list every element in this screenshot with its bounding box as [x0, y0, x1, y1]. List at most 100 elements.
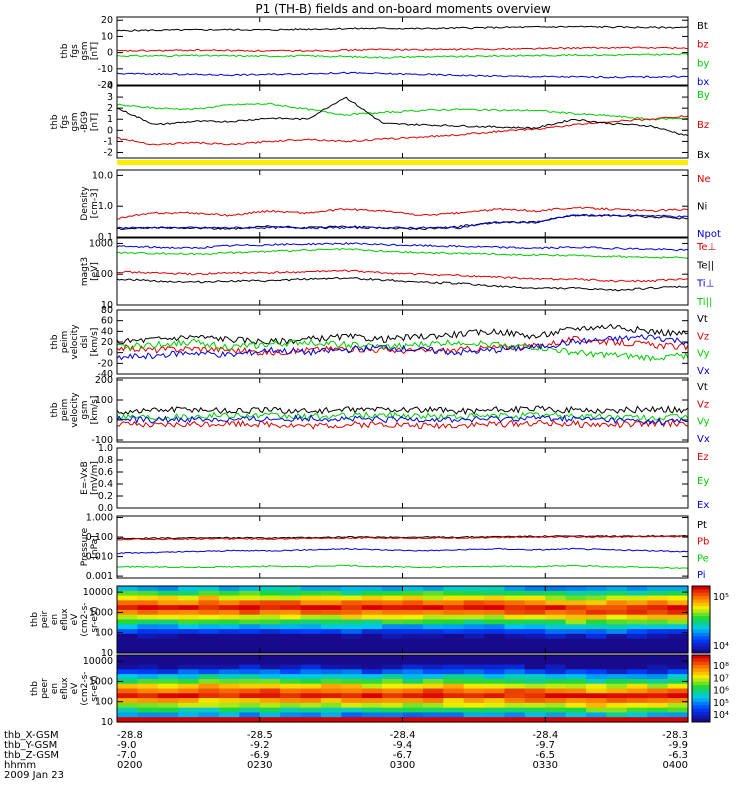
- spectrogram-cell: [239, 712, 261, 718]
- colorbar-step: [692, 675, 710, 679]
- spectrogram-cell: [606, 624, 628, 630]
- spectrogram-cell: [198, 624, 220, 630]
- colorbar-step: [692, 609, 710, 614]
- spectrogram-cell: [361, 683, 383, 690]
- spectrogram-cell: [300, 590, 322, 597]
- legend-entry: Ne: [697, 174, 711, 185]
- spectrogram-cell: [667, 624, 689, 630]
- spectrogram-cell: [218, 712, 240, 718]
- spectrogram-cell: [218, 609, 240, 616]
- series-line-Ti||: [116, 247, 689, 260]
- spectrogram-cell: [402, 664, 424, 670]
- colorbar-label: 10⁴: [713, 710, 729, 721]
- spectrogram-cell: [524, 688, 546, 694]
- colorbar-label: 10⁵: [713, 592, 729, 603]
- spectrogram-cell: [157, 669, 179, 675]
- spectrogram-cell: [198, 614, 220, 621]
- spectrogram-cell: [280, 712, 302, 718]
- spectrogram-cell: [157, 683, 179, 690]
- footer-date: 2009 Jan 23: [4, 770, 64, 781]
- series-line-by: [116, 52, 689, 59]
- spectrogram-cell: [280, 624, 302, 630]
- spectrogram-cell: [647, 712, 669, 718]
- spectrogram-cell: [606, 702, 628, 709]
- panel-frame: [116, 85, 689, 159]
- spectrogram-cell: [259, 586, 281, 592]
- panel-frame: [116, 377, 689, 443]
- spectrogram-cell: [137, 590, 159, 597]
- spectrogram-cell: [524, 638, 546, 645]
- spectrogram-cell: [565, 664, 587, 670]
- spectrogram-cell: [565, 633, 587, 640]
- spectrogram-cell: [239, 619, 261, 625]
- spectrogram-cell: [178, 717, 200, 723]
- spectrogram-cell: [586, 683, 608, 690]
- spectrogram-cell: [178, 619, 200, 625]
- spectrogram-cell: [320, 619, 342, 625]
- spectrogram-cell: [382, 605, 404, 611]
- spectrogram-cell: [504, 698, 526, 704]
- footer-value: -6.5: [535, 750, 555, 761]
- spectrogram-cell: [606, 678, 628, 685]
- spectrogram-cell: [443, 698, 465, 704]
- spectrogram-cell: [626, 674, 648, 680]
- spectrogram-cell: [137, 605, 159, 611]
- spectrogram-cell: [647, 707, 669, 714]
- spectrogram-cell: [157, 707, 179, 714]
- spectrogram-cell: [239, 659, 261, 666]
- spectrogram-cell: [586, 693, 608, 699]
- spectrogram-cell: [117, 693, 138, 699]
- spectrogram-cell: [667, 655, 689, 661]
- spectrogram-cell: [280, 707, 302, 714]
- spectrogram-cell: [361, 717, 383, 723]
- spectrogram-cell: [586, 712, 608, 718]
- spectrogram-cell: [667, 664, 689, 670]
- spectrogram-cell: [218, 664, 240, 670]
- spectrogram-cell: [239, 648, 261, 654]
- spectrogram-cell: [382, 595, 404, 601]
- spectrogram-cell: [117, 664, 138, 670]
- spectrogram-cell: [361, 655, 383, 661]
- footer-value: -6.3: [668, 750, 688, 761]
- spectrogram-cell: [606, 683, 628, 690]
- spectrogram-cell: [218, 614, 240, 621]
- ylabel-line: -BG9: [80, 111, 90, 133]
- y-tick-label: 0.6: [98, 467, 113, 478]
- spectrogram-cell: [300, 600, 322, 606]
- spectrogram-cell: [157, 638, 179, 645]
- spectrogram-cell: [300, 655, 322, 661]
- spectrogram-cell: [443, 600, 465, 606]
- footer-value: -9.7: [535, 740, 555, 751]
- spectrogram-cell: [524, 659, 546, 666]
- spectrogram-cell: [626, 619, 648, 625]
- spectrogram-cell: [117, 624, 138, 630]
- spectrogram-cell: [504, 619, 526, 625]
- spectrogram-cell: [606, 717, 628, 723]
- spectrogram-cell: [137, 643, 159, 649]
- spectrogram-cell: [504, 643, 526, 649]
- spectrogram-cell: [484, 655, 506, 661]
- spectrogram-cell: [361, 702, 383, 709]
- y-tick-label: 100: [95, 395, 113, 406]
- spectrogram-cell: [524, 605, 546, 611]
- spectrogram-cell: [402, 643, 424, 649]
- spectrogram-cell: [382, 614, 404, 621]
- spectrogram-cell: [157, 590, 179, 597]
- legend-entry: Vx: [697, 434, 710, 445]
- spectrogram-cell: [443, 702, 465, 709]
- spectrogram-cell: [320, 683, 342, 690]
- panel-frame: [116, 515, 689, 579]
- spectrogram-cell: [484, 633, 506, 640]
- spectrogram-cell: [443, 629, 465, 635]
- legend-entry: Pi: [697, 570, 706, 581]
- spectrogram-cell: [626, 693, 648, 699]
- spectrogram-cell: [382, 698, 404, 704]
- spectrogram-cell: [504, 693, 526, 699]
- spectrogram-cell: [647, 643, 669, 649]
- spectrogram-cell: [667, 702, 689, 709]
- spectrogram-cell: [565, 698, 587, 704]
- footer-value: -7.0: [117, 750, 137, 761]
- spectrogram-cell: [117, 674, 138, 680]
- spectrogram-cell: [667, 659, 689, 666]
